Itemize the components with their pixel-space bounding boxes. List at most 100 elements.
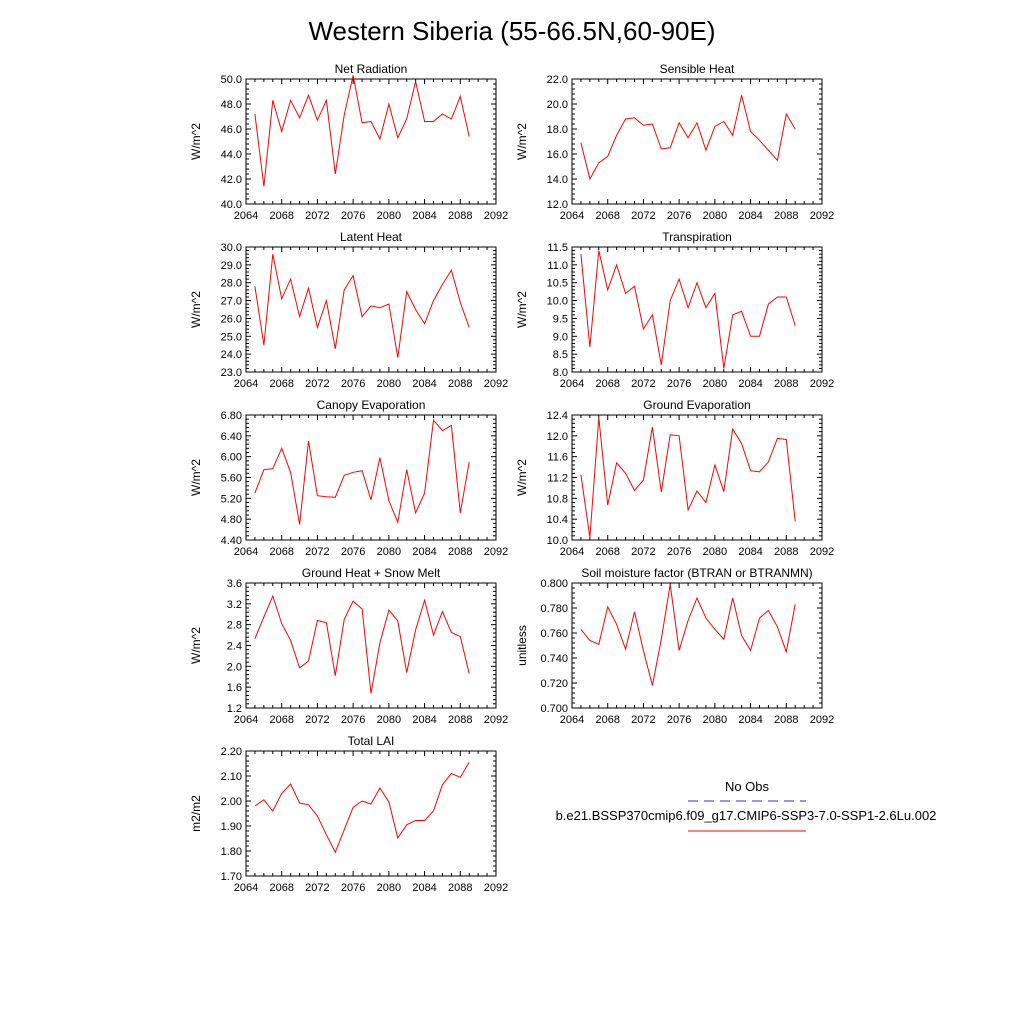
series-line bbox=[254, 594, 470, 694]
y-tick-label: 42.0 bbox=[221, 174, 242, 186]
x-tick-label: 2072 bbox=[305, 210, 329, 222]
x-tick-label: 2064 bbox=[234, 882, 258, 894]
y-tick-label: 11.5 bbox=[547, 242, 568, 254]
series-line bbox=[580, 417, 796, 538]
x-tick-label: 2064 bbox=[234, 546, 258, 558]
y-tick-label: 5.20 bbox=[221, 493, 242, 505]
x-tick-label: 2072 bbox=[631, 210, 655, 222]
x-tick-label: 2076 bbox=[667, 378, 691, 390]
x-tick-label: 2092 bbox=[484, 714, 508, 726]
y-tick-label: 0.800 bbox=[540, 578, 568, 590]
x-tick-label: 2088 bbox=[448, 882, 472, 894]
y-tick-label: 48.0 bbox=[221, 99, 242, 111]
y-tick-label: 50.0 bbox=[221, 74, 242, 86]
y-axis-label: m2/m2 bbox=[189, 795, 203, 832]
y-axis-label: W/m^2 bbox=[515, 123, 529, 160]
x-tick-label: 2076 bbox=[341, 882, 365, 894]
x-tick-label: 2076 bbox=[341, 210, 365, 222]
y-tick-label: 5.60 bbox=[221, 473, 242, 485]
panel-3: Latent Heat 2064 2068 2072 2076 2080 2084 2088 2… bbox=[189, 230, 508, 390]
y-tick-label: 27.0 bbox=[221, 296, 242, 308]
panel-title: Canopy Evaporation bbox=[317, 398, 426, 412]
x-tick-label: 2064 bbox=[234, 714, 258, 726]
x-tick-label: 2064 bbox=[560, 714, 584, 726]
y-axis-label: W/m^2 bbox=[189, 627, 203, 664]
x-tick-label: 2084 bbox=[738, 714, 762, 726]
x-tick-label: 2072 bbox=[631, 378, 655, 390]
y-tick-label: 3.6 bbox=[227, 578, 242, 590]
x-tick-label: 2084 bbox=[412, 882, 436, 894]
y-tick-label: 26.0 bbox=[221, 313, 242, 325]
x-tick-label: 2092 bbox=[484, 210, 508, 222]
x-tick-label: 2092 bbox=[810, 714, 834, 726]
plot-frame bbox=[245, 246, 497, 373]
y-tick-label: 1.6 bbox=[227, 682, 242, 694]
y-tick-label: 0.700 bbox=[540, 703, 568, 715]
x-tick-label: 2064 bbox=[560, 546, 584, 558]
x-tick-label: 2076 bbox=[667, 714, 691, 726]
panel-title: Ground Evaporation bbox=[643, 398, 750, 412]
y-tick-label: 2.10 bbox=[221, 771, 242, 783]
x-tick-label: 2092 bbox=[484, 546, 508, 558]
y-tick-label: 1.80 bbox=[221, 846, 242, 858]
y-tick-label: 10.8 bbox=[547, 493, 568, 505]
plot-frame bbox=[571, 246, 823, 373]
y-tick-label: 4.40 bbox=[221, 535, 242, 547]
x-tick-label: 2068 bbox=[595, 546, 619, 558]
x-tick-label: 2080 bbox=[377, 714, 401, 726]
panel-title: Total LAI bbox=[348, 734, 395, 748]
y-tick-label: 29.0 bbox=[221, 260, 242, 272]
x-tick-label: 2072 bbox=[631, 546, 655, 558]
series-line bbox=[254, 762, 470, 854]
y-axis-label: W/m^2 bbox=[189, 123, 203, 160]
x-tick-label: 2064 bbox=[560, 210, 584, 222]
panel-title: Transpiration bbox=[662, 230, 732, 244]
x-tick-label: 2068 bbox=[595, 378, 619, 390]
y-axis-label: W/m^2 bbox=[515, 459, 529, 496]
legend-model-label: b.e21.BSSP370cmip6.f09_g17.CMIP6-SSP3-7.… bbox=[556, 808, 937, 823]
y-tick-label: 0.760 bbox=[540, 628, 568, 640]
x-tick-label: 2080 bbox=[703, 378, 727, 390]
x-tick-label: 2088 bbox=[774, 546, 798, 558]
y-tick-label: 2.20 bbox=[221, 746, 242, 758]
panel-9: Total LAI 2064 2068 2072 2076 2080 2084 2088 209… bbox=[189, 734, 508, 894]
y-tick-label: 22.0 bbox=[547, 74, 568, 86]
y-tick-label: 2.4 bbox=[227, 641, 242, 653]
panel-6: Ground Evaporation 2064 2068 2072 2076 2080 20… bbox=[515, 398, 834, 558]
y-tick-label: 9.5 bbox=[553, 313, 568, 325]
panel-8: Soil moisture factor (BTRAN or BTRANMN) 2… bbox=[515, 566, 834, 726]
y-tick-label: 46.0 bbox=[221, 124, 242, 136]
panel-5: Canopy Evaporation 2064 2068 2072 2076 2080 20… bbox=[189, 398, 508, 558]
x-tick-label: 2080 bbox=[703, 210, 727, 222]
y-tick-label: 2.8 bbox=[227, 620, 242, 632]
panel-title: Soil moisture factor (BTRAN or BTRANMN) bbox=[581, 566, 812, 580]
y-tick-label: 0.740 bbox=[540, 653, 568, 665]
panel-title: Latent Heat bbox=[340, 230, 403, 244]
y-tick-label: 11.2 bbox=[547, 473, 568, 485]
panel-title: Net Radiation bbox=[335, 62, 408, 76]
y-tick-label: 30.0 bbox=[221, 242, 242, 254]
panel-title: Sensible Heat bbox=[660, 62, 735, 76]
y-tick-label: 14.0 bbox=[547, 174, 568, 186]
x-tick-label: 2068 bbox=[269, 210, 293, 222]
y-axis-label: W/m^2 bbox=[515, 291, 529, 328]
x-tick-label: 2064 bbox=[234, 378, 258, 390]
x-tick-label: 2088 bbox=[448, 546, 472, 558]
y-tick-label: 0.720 bbox=[540, 678, 568, 690]
y-tick-label: 1.90 bbox=[221, 821, 242, 833]
x-tick-label: 2084 bbox=[738, 378, 762, 390]
x-tick-label: 2080 bbox=[703, 546, 727, 558]
x-tick-label: 2084 bbox=[412, 546, 436, 558]
y-tick-label: 10.5 bbox=[547, 278, 568, 290]
plot-frame bbox=[245, 78, 497, 205]
x-tick-label: 2084 bbox=[412, 714, 436, 726]
y-tick-label: 23.0 bbox=[221, 367, 242, 379]
x-tick-label: 2068 bbox=[269, 546, 293, 558]
series-line bbox=[580, 584, 796, 686]
legend: No Obs b.e21.BSSP370cmip6.f09_g17.CMIP6-… bbox=[556, 779, 937, 832]
x-tick-label: 2080 bbox=[377, 546, 401, 558]
x-tick-label: 2072 bbox=[305, 378, 329, 390]
x-tick-label: 2064 bbox=[234, 210, 258, 222]
y-axis-label: unitless bbox=[515, 625, 529, 666]
